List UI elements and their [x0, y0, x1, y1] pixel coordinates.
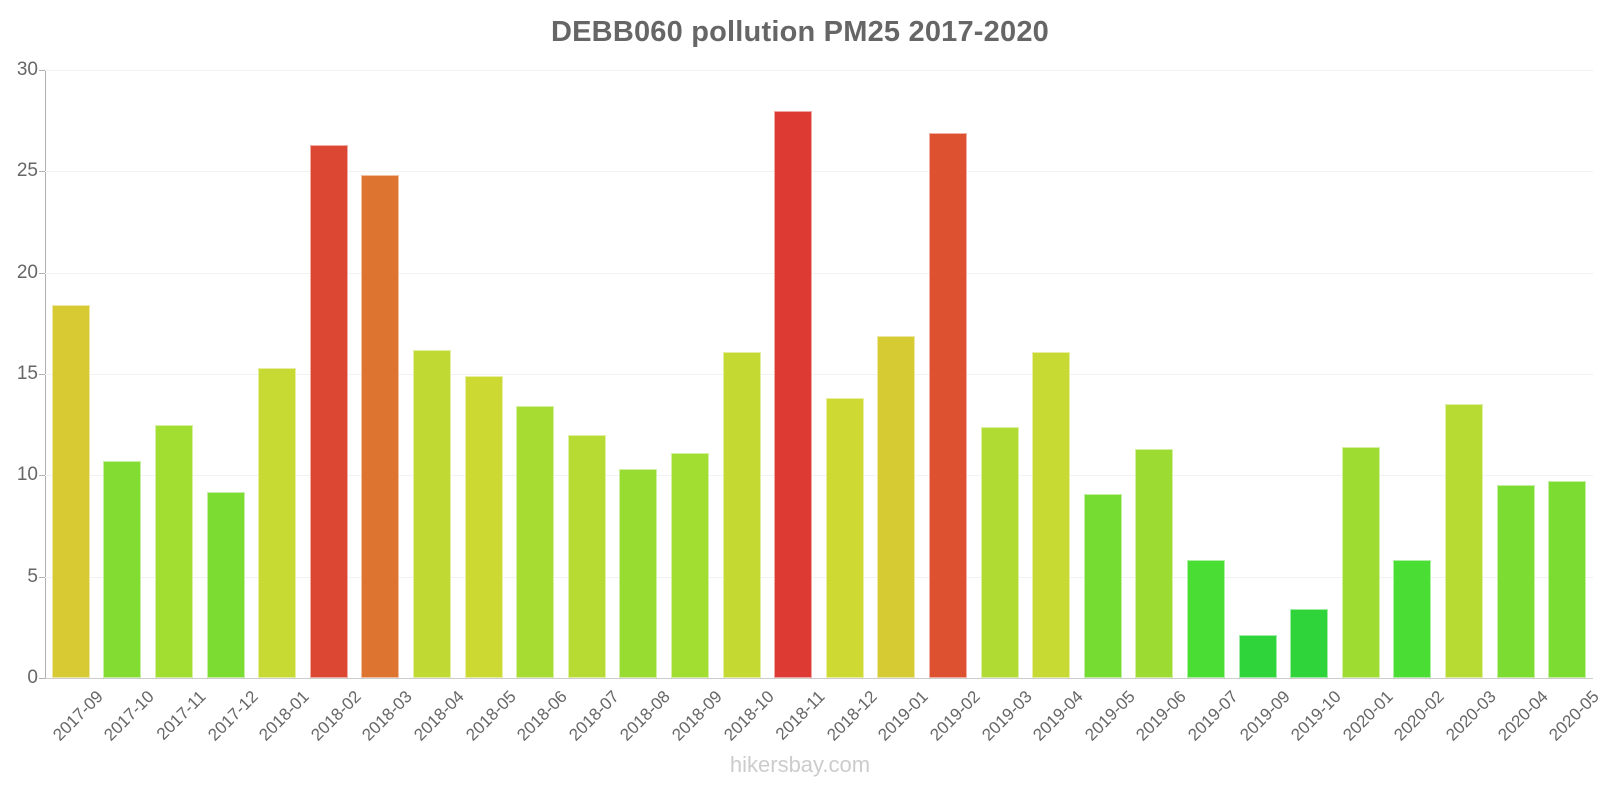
- bar[interactable]: [1444, 404, 1484, 678]
- gridline: [45, 576, 1593, 578]
- x-axis-label: 2020-03: [1442, 687, 1500, 745]
- bar[interactable]: [567, 434, 606, 678]
- bar-series: [45, 70, 1593, 678]
- bar[interactable]: [464, 376, 503, 678]
- bar[interactable]: [258, 367, 297, 678]
- y-axis-tick-mark: [39, 475, 45, 477]
- bar[interactable]: [670, 453, 710, 678]
- bar[interactable]: [1341, 446, 1380, 678]
- x-axis-label: 2019-06: [1132, 687, 1191, 745]
- bar[interactable]: [309, 145, 348, 678]
- bar[interactable]: [825, 398, 864, 678]
- y-axis-label: 20: [16, 261, 38, 283]
- bar[interactable]: [103, 461, 142, 678]
- plot-area: [45, 70, 1593, 679]
- x-axis-label: 2020-02: [1390, 687, 1449, 745]
- y-axis-label: 5: [27, 565, 38, 587]
- x-axis-label: 2019-01: [874, 687, 933, 745]
- x-axis-label: 2018-10: [719, 687, 778, 745]
- x-axis-label: 2018-06: [513, 687, 572, 745]
- chart-title: DEBB060 pollution PM25 2017-2020: [551, 16, 1049, 48]
- bar[interactable]: [1186, 560, 1226, 678]
- x-axis-label: 2019-07: [1184, 687, 1242, 745]
- y-axis-tick-mark: [39, 272, 45, 274]
- bar[interactable]: [928, 132, 968, 678]
- x-axis-label: 2018-12: [823, 687, 881, 745]
- bar[interactable]: [1290, 609, 1329, 678]
- x-axis-label: 2018-02: [307, 687, 365, 745]
- bar[interactable]: [1393, 560, 1432, 678]
- bar[interactable]: [361, 175, 400, 678]
- x-axis-label: 2018-09: [668, 687, 726, 745]
- bar[interactable]: [206, 491, 245, 678]
- x-axis-label: 2020-01: [1339, 687, 1397, 745]
- x-axis-label: 2017-11: [152, 687, 210, 744]
- gridline: [45, 272, 1593, 274]
- y-axis-label: 30: [16, 59, 38, 80]
- y-axis-label: 0: [27, 667, 38, 688]
- x-axis-label: 2020-04: [1493, 687, 1552, 745]
- y-axis-label: 25: [16, 160, 38, 182]
- bar[interactable]: [980, 426, 1019, 678]
- bar[interactable]: [774, 110, 813, 678]
- bar[interactable]: [877, 335, 916, 678]
- x-axis-label: 2019-04: [1029, 687, 1088, 745]
- y-axis-tick-mark: [39, 678, 45, 679]
- bar[interactable]: [1496, 485, 1535, 678]
- x-axis-label: 2019-03: [977, 687, 1036, 745]
- x-axis-label: 2018-07: [565, 687, 623, 745]
- y-axis-tick-mark: [39, 171, 45, 173]
- x-axis-label: 2020-05: [1545, 687, 1600, 745]
- x-axis-label: 2019-02: [926, 687, 984, 745]
- gridline: [45, 678, 1593, 679]
- x-axis-label: 2018-05: [461, 687, 520, 745]
- x-axis-label: 2018-04: [410, 687, 468, 745]
- y-axis-tick-mark: [39, 70, 45, 71]
- gridline: [45, 475, 1593, 477]
- y-axis-tick-mark: [39, 374, 45, 375]
- bar[interactable]: [412, 349, 452, 678]
- y-axis-tick-mark: [39, 576, 45, 578]
- y-axis-label: 10: [16, 464, 38, 486]
- bar[interactable]: [51, 305, 90, 678]
- x-axis-label: 2017-10: [100, 687, 159, 745]
- bar[interactable]: [1135, 449, 1174, 678]
- bar[interactable]: [1083, 493, 1122, 678]
- x-axis-label: 2019-09: [1235, 687, 1294, 745]
- bar[interactable]: [722, 351, 761, 678]
- x-axis-label: 2017-12: [203, 687, 262, 745]
- bar[interactable]: [1032, 351, 1071, 678]
- gridline: [45, 171, 1593, 173]
- x-axis-label: 2018-11: [772, 687, 829, 744]
- x-axis-label: 2019-10: [1287, 687, 1346, 745]
- bar[interactable]: [516, 406, 555, 678]
- x-axis-label: 2018-01: [255, 687, 314, 745]
- x-axis-label: 2018-03: [358, 687, 417, 745]
- gridline: [45, 374, 1593, 375]
- bar[interactable]: [1548, 481, 1587, 678]
- y-axis-label: 15: [16, 363, 38, 384]
- bar[interactable]: [154, 424, 194, 678]
- bar[interactable]: [1238, 635, 1277, 678]
- bar[interactable]: [619, 469, 658, 678]
- x-axis-label: 2018-08: [616, 687, 675, 745]
- gridline: [45, 70, 1593, 71]
- x-axis-label: 2017-09: [49, 687, 107, 745]
- watermark: hikersbay.com: [729, 752, 871, 777]
- x-axis-label: 2019-05: [1081, 687, 1139, 745]
